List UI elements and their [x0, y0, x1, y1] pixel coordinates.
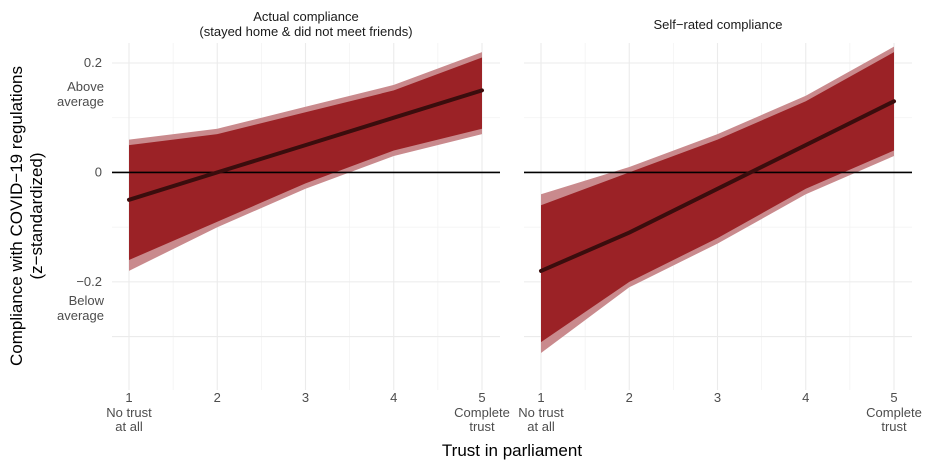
x-tick-sublabel: No trust at all: [106, 405, 152, 434]
y-annotation: Above average: [57, 79, 104, 109]
x-tick-label: 4: [390, 390, 397, 405]
panel-2: Self−rated compliance 1No trust at all 2 3 4 5…: [518, 17, 922, 434]
fitted-line: [539, 99, 896, 273]
x-axis-title: Trust in parliament: [442, 441, 582, 460]
ci-inner-band: [129, 57, 482, 260]
x-tick-label: 1: [537, 390, 544, 405]
x-tick-label: 1: [125, 390, 132, 405]
fitted-line: [127, 88, 484, 202]
panel-title: Self−rated compliance: [654, 17, 783, 32]
panels: Actual compliance (stayed home & did not …: [57, 9, 922, 434]
y-tick-label: −0.2: [76, 274, 102, 289]
y-axis-title: Compliance with COVID−19 regulations(z−s…: [7, 66, 46, 366]
ci-inner-band: [541, 52, 894, 343]
x-tick-sublabel: Complete trust: [866, 405, 922, 434]
y-axis: 0.2 0 −0.2 Above average Below average: [57, 55, 105, 323]
x-tick-label: 2: [626, 390, 633, 405]
y-tick-label: 0.2: [84, 55, 102, 70]
x-tick-label: 5: [890, 390, 897, 405]
panel-1: Actual compliance (stayed home & did not …: [106, 9, 510, 434]
y-annotation: Below average: [57, 293, 105, 323]
x-tick-label: 3: [714, 390, 721, 405]
x-tick-label: 3: [302, 390, 309, 405]
panel-title: Actual compliance (stayed home & did not …: [199, 9, 412, 39]
x-tick-sublabel: Complete trust: [454, 405, 510, 434]
x-tick-label: 2: [214, 390, 221, 405]
y-tick-label: 0: [95, 164, 102, 179]
x-tick-label: 4: [802, 390, 809, 405]
x-tick-label: 5: [478, 390, 485, 405]
x-tick-sublabel: No trust at all: [518, 405, 564, 434]
